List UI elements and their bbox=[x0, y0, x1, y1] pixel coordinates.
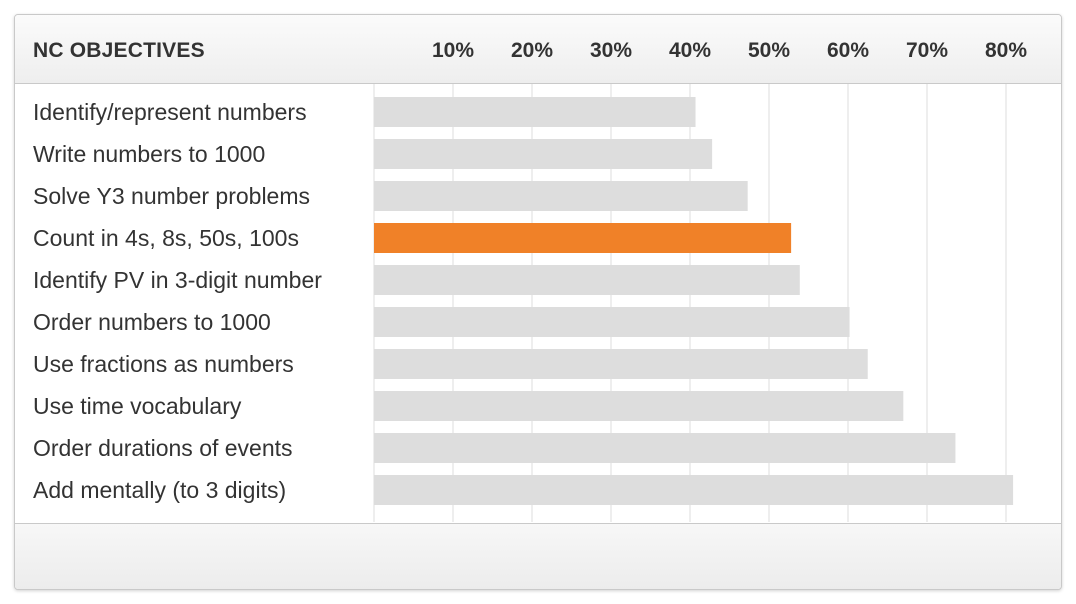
header-title: NC OBJECTIVES bbox=[33, 39, 205, 62]
chart-body: Identify/represent numbers Write numbers … bbox=[15, 84, 1061, 522]
chart-card: NC OBJECTIVES 10% 20% 30% 40% 50% 60% 70% 80% I… bbox=[14, 14, 1062, 590]
category-label: Use time vocabulary bbox=[33, 393, 242, 419]
bar bbox=[374, 265, 800, 295]
category-label: Identify PV in 3-digit number bbox=[33, 267, 322, 293]
bar bbox=[374, 475, 1014, 505]
category-label: Order durations of events bbox=[33, 435, 293, 461]
category-label: Count in 4s, 8s, 50s, 100s bbox=[33, 225, 299, 251]
bar bbox=[374, 391, 904, 421]
bar-plot bbox=[373, 84, 1014, 522]
x-tick-label: 10% bbox=[431, 39, 475, 62]
x-tick-label: 30% bbox=[589, 39, 633, 62]
category-label: Write numbers to 1000 bbox=[33, 141, 266, 167]
bar bbox=[374, 433, 956, 463]
category-label: Add mentally (to 3 digits) bbox=[33, 477, 287, 503]
chart-footer bbox=[15, 523, 1061, 589]
category-label: Solve Y3 number problems bbox=[33, 183, 310, 209]
category-label: Use fractions as numbers bbox=[33, 351, 294, 377]
bar-highlighted bbox=[374, 223, 792, 253]
category-label: Identify/represent numbers bbox=[33, 99, 307, 125]
chart-header: NC OBJECTIVES 10% 20% 30% 40% 50% 60% 70% 80% bbox=[15, 15, 1061, 84]
category-label: Order numbers to 1000 bbox=[33, 309, 271, 335]
bar bbox=[374, 307, 850, 337]
x-tick-label: 40% bbox=[668, 39, 712, 62]
bar bbox=[374, 139, 713, 169]
x-tick-label: 20% bbox=[510, 39, 554, 62]
bar bbox=[374, 97, 696, 127]
bar bbox=[374, 349, 868, 379]
x-tick-label: 80% bbox=[984, 39, 1028, 62]
bar bbox=[374, 181, 748, 211]
x-tick-label: 60% bbox=[826, 39, 870, 62]
x-tick-label: 70% bbox=[905, 39, 949, 62]
x-tick-label: 50% bbox=[747, 39, 791, 62]
